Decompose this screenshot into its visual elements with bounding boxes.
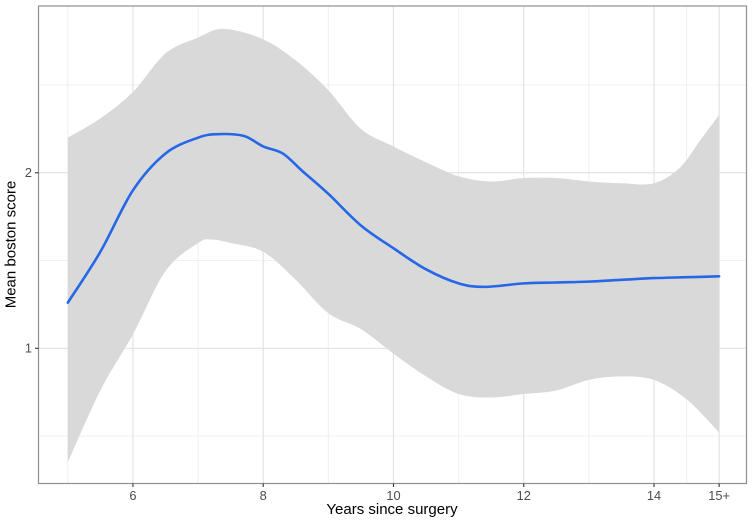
- y-tick-label: 1: [25, 341, 32, 356]
- x-tick-label: 10: [386, 488, 400, 503]
- x-tick-label: 6: [129, 488, 136, 503]
- x-tick-label: 14: [647, 488, 661, 503]
- x-tick-label: 8: [260, 488, 267, 503]
- trend-line: [66, 132, 721, 304]
- panel-border: [37, 5, 748, 485]
- confidence-band: [67, 28, 720, 463]
- y-tick-label: 2: [25, 165, 32, 180]
- x-tick-label: 12: [517, 488, 531, 503]
- x-tick-label: 15+: [708, 488, 730, 503]
